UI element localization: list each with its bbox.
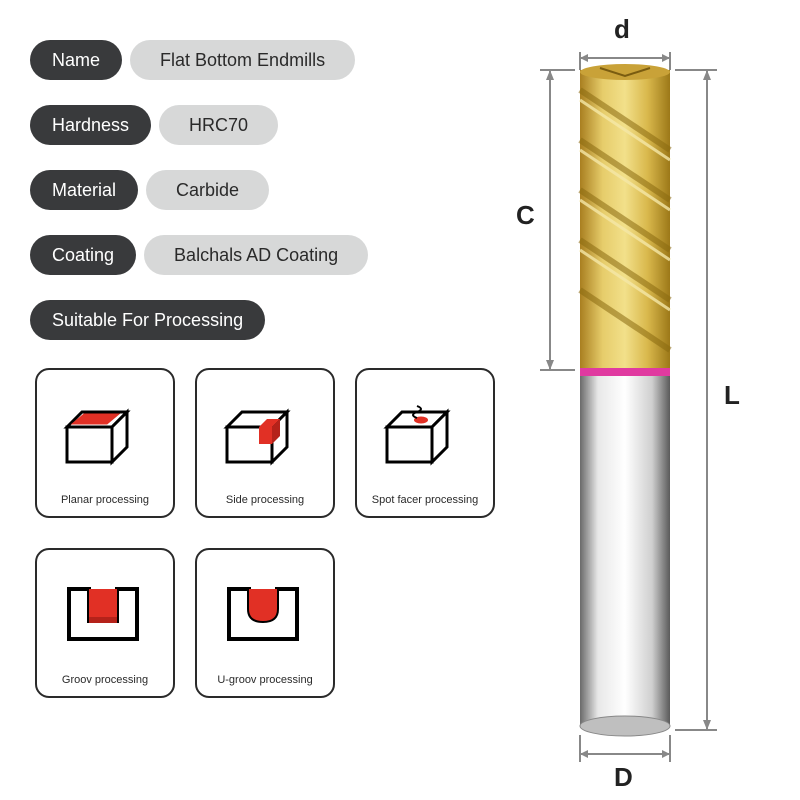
card-caption: Groov processing [62,674,148,686]
spec-row-hardness: Hardness HRC70 [30,105,278,145]
card-caption: Planar processing [61,494,149,506]
dim-d: d [614,14,630,45]
spec-row-name: Name Flat Bottom Endmills [30,40,355,80]
card-caption: Side processing [226,494,304,506]
spec-label: Name [30,40,122,80]
spec-label: Material [30,170,138,210]
card-planar: Planar processing [35,368,175,518]
ugroove-icon [203,562,327,662]
dim-C: C [516,200,535,231]
dim-D: D [614,762,633,793]
endmill-diagram [505,10,795,790]
spec-value: Flat Bottom Endmills [130,40,355,80]
spotfacer-icon [363,382,487,482]
spec-row-coating: Coating Balchals AD Coating [30,235,368,275]
spec-value: HRC70 [159,105,278,145]
card-spotfacer: Spot facer processing [355,368,495,518]
card-caption: U-groov processing [217,674,312,686]
spec-row-material: Material Carbide [30,170,269,210]
spec-value: Balchals AD Coating [144,235,368,275]
card-groove: Groov processing [35,548,175,698]
groove-icon [43,562,167,662]
planar-icon [43,382,167,482]
spec-label: Hardness [30,105,151,145]
card-ugroove: U-groov processing [195,548,335,698]
card-caption: Spot facer processing [372,494,478,506]
dim-L: L [724,380,740,411]
card-side: Side processing [195,368,335,518]
side-icon [203,382,327,482]
spec-value: Carbide [146,170,269,210]
section-title: Suitable For Processing [30,300,265,340]
spec-label: Coating [30,235,136,275]
